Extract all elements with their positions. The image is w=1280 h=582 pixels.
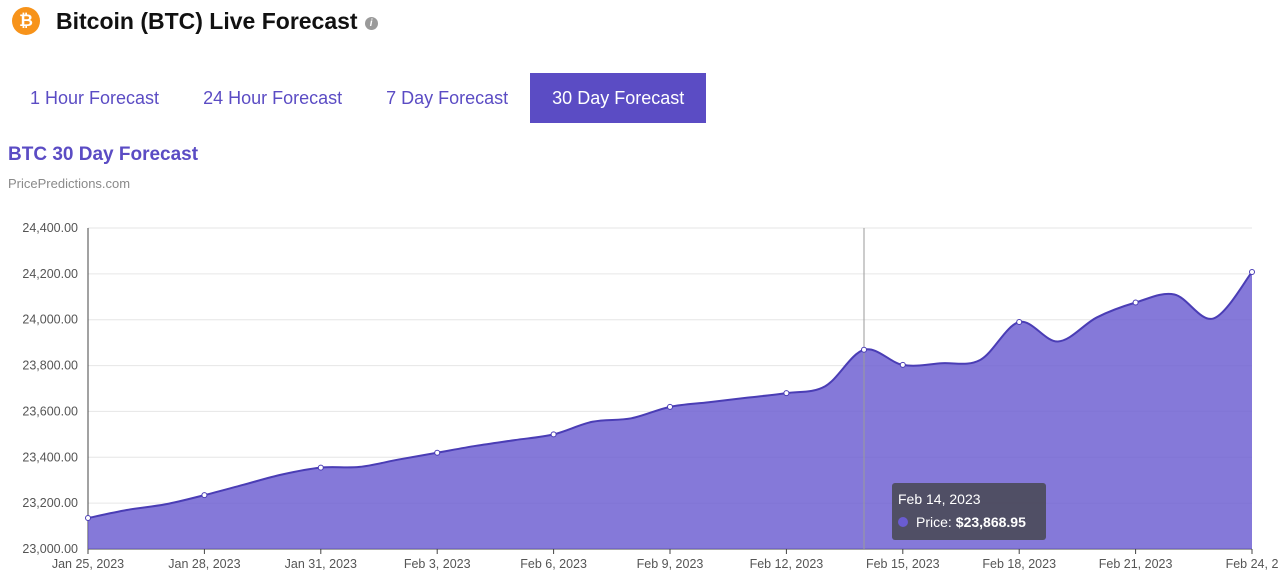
x-tick-label: Feb 12, 2023: [750, 557, 824, 571]
info-icon[interactable]: i: [364, 16, 378, 30]
y-tick-label: 23,800.00: [22, 359, 78, 373]
y-tick-label: 24,400.00: [22, 221, 78, 235]
x-tick-label: Feb 24, 2: [1226, 557, 1279, 571]
data-point: [317, 464, 324, 471]
y-tick-label: 23,000.00: [22, 542, 78, 556]
x-tick-label: Feb 15, 2023: [866, 557, 940, 571]
x-tick-label: Jan 28, 2023: [168, 557, 240, 571]
data-point: [667, 403, 673, 410]
data-point: [899, 361, 906, 368]
x-tick-label: Jan 25, 2023: [52, 557, 124, 571]
x-tick-label: Feb 21, 2023: [1099, 557, 1173, 571]
data-point: [1132, 299, 1139, 306]
tab-30-day-forecast[interactable]: 30 Day Forecast: [530, 73, 707, 123]
tooltip-row: Price: $23,868.95: [898, 514, 1026, 530]
data-point: [861, 346, 867, 353]
chart-subtitle: PricePredictions.com: [8, 176, 131, 191]
data-point: [434, 449, 441, 456]
tab-24-hour-forecast[interactable]: 24 Hour Forecast: [203, 87, 343, 108]
y-tick-label: 24,000.00: [22, 313, 78, 327]
price-area-fill: [88, 272, 1252, 549]
x-tick-label: Feb 18, 2023: [982, 557, 1056, 571]
page-header: ₿ Bitcoin (BTC) Live Forecast i: [12, 6, 378, 36]
forecast-tabs: 1 Hour Forecast 24 Hour Forecast 7 Day F…: [8, 73, 707, 123]
series-dot-icon: [898, 517, 908, 527]
y-tick-label: 23,600.00: [22, 404, 78, 418]
data-point: [1016, 319, 1023, 326]
chart-title: BTC 30 Day Forecast: [8, 144, 199, 165]
data-point: [85, 515, 91, 522]
chart-tooltip: Feb 14, 2023 Price: $23,868.95: [892, 483, 1046, 540]
y-tick-label: 23,200.00: [22, 496, 78, 510]
tab-7-day-forecast[interactable]: 7 Day Forecast: [386, 87, 509, 108]
data-point: [783, 390, 790, 397]
page-title: Bitcoin (BTC) Live Forecast: [56, 7, 358, 34]
y-tick-label: 23,400.00: [22, 450, 78, 464]
data-point: [1249, 269, 1255, 276]
x-tick-label: Jan 31, 2023: [285, 557, 357, 571]
tooltip-date: Feb 14, 2023: [898, 491, 981, 507]
data-point: [201, 492, 208, 499]
tab-1-hour-forecast[interactable]: 1 Hour Forecast: [30, 87, 160, 108]
data-point: [550, 431, 557, 438]
x-tick-label: Feb 9, 2023: [637, 557, 704, 571]
tooltip-label: Price:: [916, 514, 952, 530]
tooltip-value: $23,868.95: [955, 514, 1026, 530]
x-tick-label: Feb 6, 2023: [520, 557, 587, 571]
bitcoin-logo-icon: ₿: [12, 7, 40, 35]
x-tick-label: Feb 3, 2023: [404, 557, 471, 571]
y-tick-label: 24,200.00: [22, 267, 78, 281]
